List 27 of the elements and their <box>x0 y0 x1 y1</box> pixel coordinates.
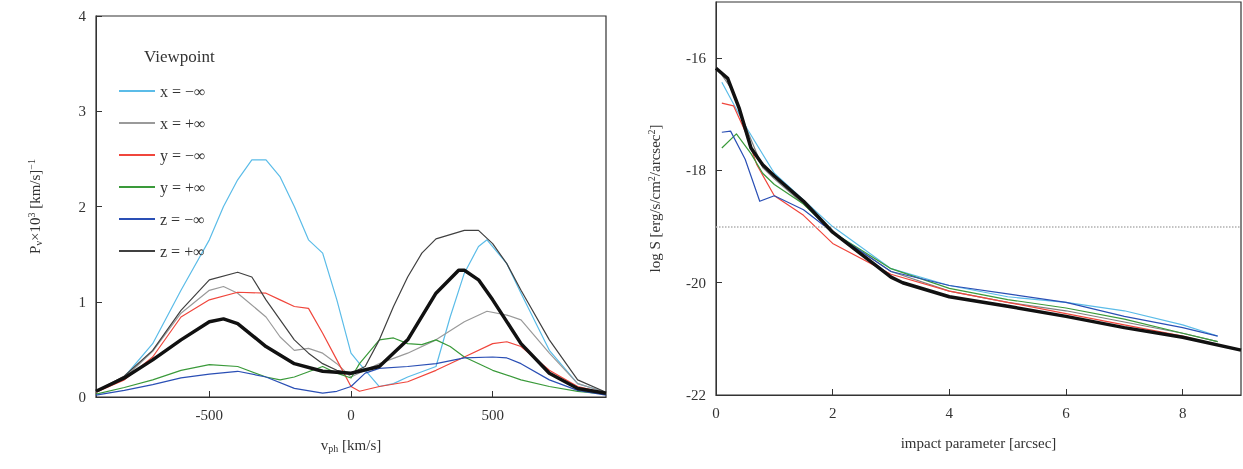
x-tick-label: 6 <box>1062 404 1071 421</box>
y-tick-label: 2 <box>78 198 86 215</box>
x-tick-label: 4 <box>945 404 954 421</box>
legend-label: x = −∞ <box>160 82 206 100</box>
y-tick-label: 0 <box>78 389 86 405</box>
legend-title: Viewpoint <box>144 47 216 66</box>
y-tick-label: 3 <box>78 103 86 120</box>
y-tick-label: -22 <box>686 387 706 403</box>
x-axis-title: impact parameter [arcsec] <box>900 434 1057 451</box>
y-tick-label: -18 <box>686 162 706 179</box>
legend-label: z = −∞ <box>160 210 205 228</box>
y-tick-label: -16 <box>686 50 707 67</box>
y-axis-title: Pν×103 [km/s]−1 <box>25 159 44 254</box>
x-tick-label: -500 <box>195 406 224 423</box>
y-tick-label: -20 <box>686 274 706 291</box>
y-tick-label: 1 <box>78 293 86 310</box>
x-tick-label: 0 <box>712 404 720 421</box>
x-tick-label: 2 <box>828 404 837 421</box>
y-tick-label: 4 <box>78 8 87 24</box>
x-tick-label: 500 <box>481 406 504 423</box>
x-tick-label: 8 <box>1178 404 1187 421</box>
y-axis-title: log S [erg/s/cm2/arcsec2] <box>645 124 663 273</box>
legend-label: y = +∞ <box>160 178 206 197</box>
legend-label: x = +∞ <box>160 114 206 132</box>
legend-label: z = +∞ <box>160 242 205 260</box>
legend-label: y = −∞ <box>160 146 206 165</box>
x-tick-label: 0 <box>347 406 355 423</box>
